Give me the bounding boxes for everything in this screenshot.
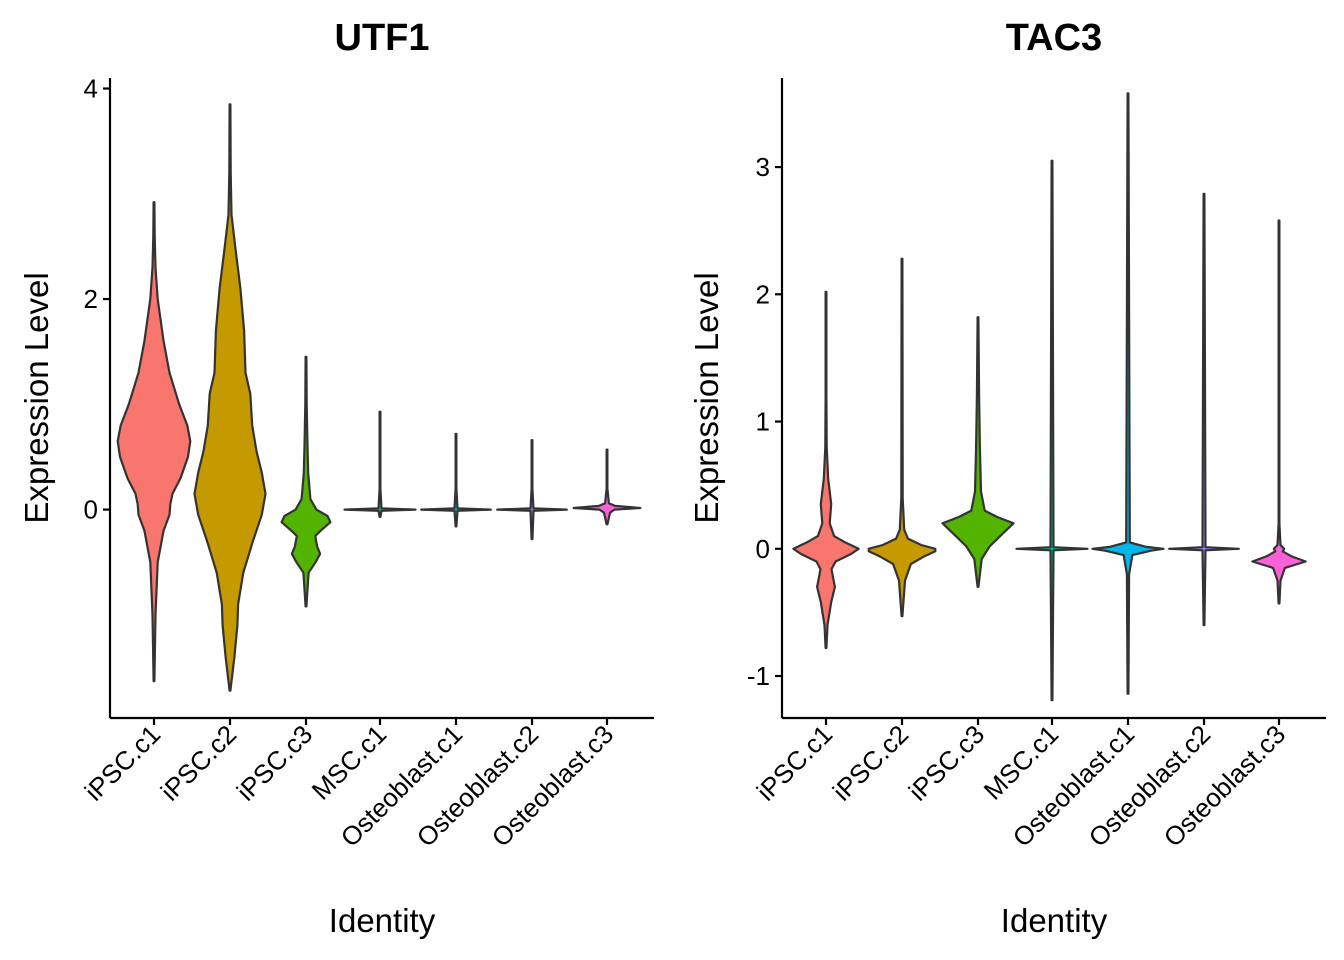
y-tick-label: 1 (756, 407, 770, 437)
y-tick-label: 2 (84, 284, 98, 314)
x-tick-label: iPSC.c2 (155, 719, 243, 807)
violin-body (1251, 219, 1307, 605)
violin-osteoblast-c1 (420, 432, 492, 528)
y-axis-title: Expression Level (688, 272, 725, 523)
violin-osteoblast-c1 (1091, 92, 1165, 695)
x-tick-label: iPSC.c1 (751, 719, 839, 807)
violin-body (792, 290, 860, 650)
y-tick-label: 2 (756, 279, 770, 309)
violin-osteoblast-c2 (496, 439, 568, 541)
y-tick-label: 0 (756, 534, 770, 564)
violin-body (1091, 92, 1165, 695)
y-axis-title: Expression Level (18, 272, 55, 523)
violin-body (1015, 159, 1089, 702)
violin-body (116, 201, 192, 683)
violin-body (193, 103, 267, 692)
violin-ipsc-c2 (867, 257, 937, 618)
violin-ipsc-c1 (116, 201, 192, 683)
y-tick-label: 3 (756, 152, 770, 182)
chart-panel-utf1: UTF1 0 2 4 Expression Level iPSC.c1iPSC.c2iPS… (18, 17, 654, 939)
violin-osteoblast-c2 (1168, 192, 1240, 627)
chart-panel-tac3: TAC3 -1 0 1 2 3 Expression Level iPSC.c1iPSC.c2… (688, 17, 1326, 939)
violin-osteoblast-c3 (572, 448, 642, 526)
x-axis-title: Identity (1001, 902, 1108, 939)
violin-body (496, 439, 568, 541)
violin-ipsc-c3 (941, 316, 1015, 588)
violin-msc-c1 (1015, 159, 1089, 702)
violin-ipsc-c2 (193, 103, 267, 692)
violin-ipsc-c3 (280, 355, 332, 608)
violin-body (1168, 192, 1240, 627)
x-tick-label: iPSC.c1 (79, 719, 167, 807)
chart-title: UTF1 (335, 17, 430, 59)
y-tick-label: -1 (747, 661, 770, 691)
violin-ipsc-c1 (792, 290, 860, 650)
violin-body (941, 316, 1015, 588)
y-tick-label: 0 (84, 495, 98, 525)
x-tick-label: iPSC.c3 (231, 719, 319, 807)
chart-title: TAC3 (1006, 17, 1102, 59)
violin-body (343, 410, 417, 518)
violin-body (572, 448, 642, 526)
violin-body (867, 257, 937, 618)
x-axis-title: Identity (329, 902, 436, 939)
y-tick-label: 4 (84, 74, 98, 104)
violin-body (280, 355, 332, 608)
x-tick-label: iPSC.c2 (827, 719, 915, 807)
x-tick-label: iPSC.c3 (903, 719, 991, 807)
violin-body (420, 432, 492, 528)
violin-msc-c1 (343, 410, 417, 518)
violin-osteoblast-c3 (1251, 219, 1307, 605)
